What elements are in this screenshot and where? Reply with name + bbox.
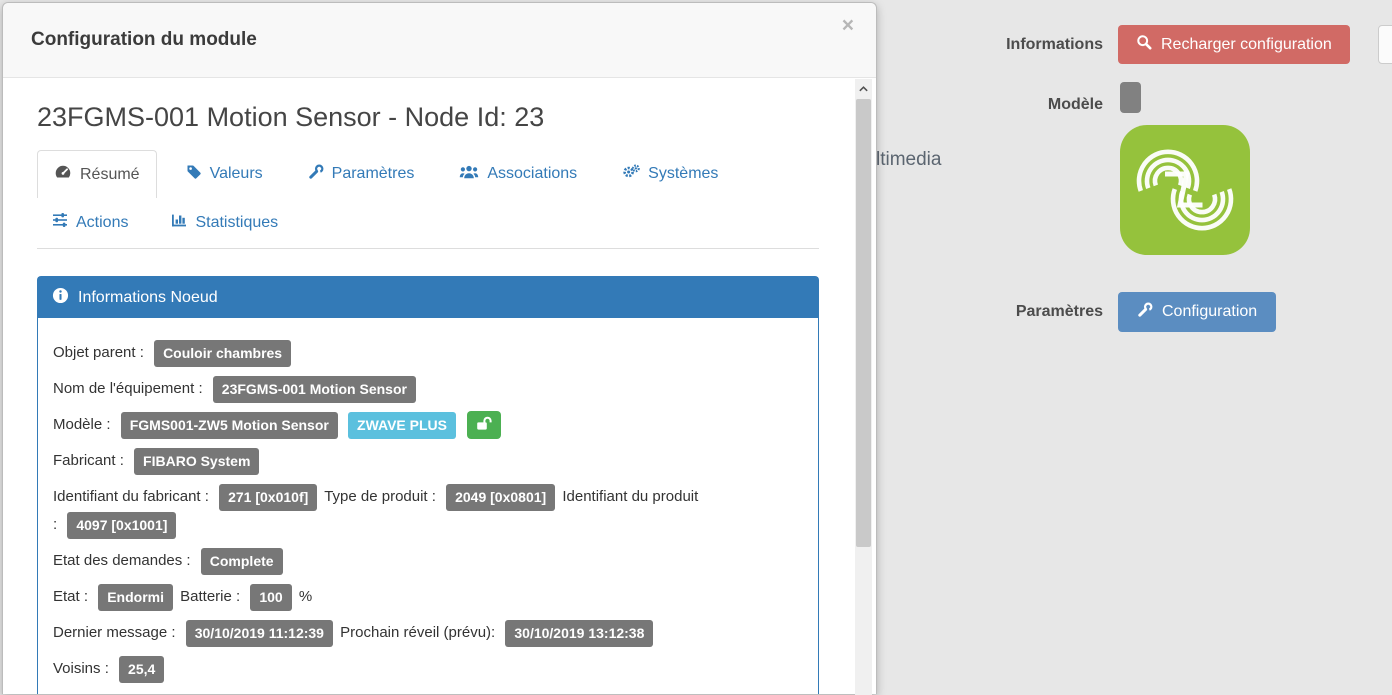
type-produit-label: Type de produit : (324, 488, 436, 506)
dialog-header: Configuration du module × (3, 3, 876, 78)
tab-bar: Résumé Valeurs Paramètres (37, 150, 819, 249)
row-messages: Dernier message : 30/10/2019 11:12:39 Pr… (53, 619, 803, 647)
tab-parametres[interactable]: Paramètres (292, 150, 431, 198)
wrench-icon (1137, 302, 1153, 323)
fabricant-badge: FIBARO System (134, 447, 260, 475)
informations-label: Informations (1006, 36, 1103, 53)
tab-associations[interactable]: Associations (443, 150, 593, 198)
row-etat-demandes: Etat des demandes : Complete (53, 547, 803, 575)
etat-badge: Endormi (98, 583, 173, 611)
row-nom-equipement: Nom de l'équipement : 23FGMS-001 Motion … (53, 375, 803, 403)
close-icon[interactable]: × (841, 14, 854, 37)
tab-row-1: Résumé Valeurs Paramètres (37, 150, 819, 198)
chevron-up-icon (858, 80, 869, 98)
tab-resume-label: Résumé (80, 165, 140, 183)
users-icon (459, 164, 479, 185)
identifiant-fabricant-label: Identifiant du fabricant : (53, 488, 209, 506)
identifiant-produit-badge: 4097 [0x1001] (67, 511, 177, 539)
model-placeholder-badge (1120, 82, 1141, 113)
tab-actions-label: Actions (76, 213, 129, 231)
voisins-badge: 25,4 (119, 655, 165, 683)
scrollbar-thumb[interactable] (856, 99, 871, 547)
objet-parent-badge: Couloir chambres (154, 339, 292, 367)
prochain-reveil-badge: 30/10/2019 13:12:38 (505, 619, 654, 647)
modele-row-label: Modèle : (53, 416, 111, 433)
zwave-plus-badge: ZWAVE PLUS (348, 411, 456, 439)
tab-valeurs-label: Valeurs (209, 165, 263, 182)
etat-label: Etat : (53, 588, 89, 606)
row-fabricant: Fabricant : FIBARO System (53, 447, 803, 475)
row-modele: Modèle : FGMS001-ZW5 Motion Sensor ZWAVE… (53, 411, 803, 440)
search-icon (1136, 34, 1152, 55)
wrench-icon (308, 164, 324, 185)
info-circle-icon (52, 287, 69, 309)
background-partial-text: ltimedia (876, 149, 942, 170)
tab-valeurs[interactable]: Valeurs (170, 150, 279, 198)
voisins-label: Voisins : (53, 660, 109, 678)
scrollbar[interactable] (855, 79, 872, 695)
module-heading: 23FGMS-001 Motion Sensor - Node Id: 23 (37, 102, 545, 132)
nom-equipement-label: Nom de l'équipement : (53, 380, 203, 397)
identifiant-fabricant-badge: 271 [0x010f] (219, 483, 318, 511)
dialog-body: 23FGMS-001 Motion Sensor - Node Id: 23 R… (3, 78, 876, 694)
dernier-message-badge: 30/10/2019 11:12:39 (185, 619, 333, 647)
identifiant-produit-colon: : (53, 516, 58, 534)
batterie-unit: % (298, 588, 313, 606)
tag-icon (186, 164, 202, 185)
parametres-label: Paramètres (1015, 303, 1103, 320)
tab-associations-label: Associations (487, 165, 578, 182)
fabricant-label: Fabricant : (53, 452, 124, 470)
row-etat-batterie: Etat : Endormi Batterie : 100 % (53, 583, 803, 611)
node-informations-panel: Informations Noeud Objet parent : Couloi… (37, 276, 819, 694)
unlock-icon (475, 416, 493, 434)
modele-label: Modèle (1047, 96, 1103, 113)
tab-parametres-label: Paramètres (331, 165, 415, 182)
configuration-button[interactable]: Configuration (1118, 292, 1277, 332)
tab-statistiques-label: Statistiques (195, 213, 279, 231)
bar-chart-icon (171, 212, 187, 233)
tachometer-icon (54, 164, 72, 185)
tab-actions[interactable]: Actions (37, 198, 143, 248)
panel-header: Informations Noeud (38, 277, 818, 318)
recharger-configuration-label: Recharger configuration (1161, 35, 1332, 53)
batterie-badge: 100 (250, 583, 292, 611)
configuration-module-dialog: Configuration du module × 23FGMS-001 Mot… (2, 2, 877, 695)
clipped-edge-button[interactable] (1378, 25, 1392, 64)
unlock-button[interactable] (467, 411, 502, 440)
row-voisins: Voisins : 25,4 (53, 655, 803, 683)
tab-row-2: Actions Statistiques (37, 198, 819, 248)
recharger-configuration-button[interactable]: Recharger configuration (1118, 25, 1350, 64)
dernier-message-label: Dernier message : (53, 624, 176, 642)
nom-equipement-badge: 23FGMS-001 Motion Sensor (212, 375, 416, 403)
tab-statistiques[interactable]: Statistiques (156, 198, 293, 248)
etat-demandes-badge: Complete (200, 547, 283, 575)
panel-body: Objet parent : Couloir chambres Nom de l… (38, 318, 818, 694)
panel-title: Informations Noeud (78, 288, 218, 306)
zwave-logo (1120, 125, 1250, 255)
tab-systemes[interactable]: Systèmes (606, 150, 734, 198)
modele-badge: FGMS001-ZW5 Motion Sensor (120, 411, 338, 439)
batterie-label: Batterie : (180, 588, 241, 606)
type-produit-badge: 2049 [0x0801] (446, 483, 556, 511)
tab-resume[interactable]: Résumé (37, 150, 157, 198)
configuration-label: Configuration (1162, 303, 1258, 320)
sliders-icon (52, 212, 68, 233)
row-objet-parent: Objet parent : Couloir chambres (53, 339, 803, 367)
page-background: ltimedia Informations Recharger configur… (876, 0, 1392, 694)
dialog-title: Configuration du module (31, 29, 257, 50)
gears-icon (622, 164, 640, 185)
prochain-reveil-label: Prochain réveil (prévu): (340, 624, 496, 642)
scrollbar-up-button[interactable] (855, 79, 872, 98)
identifiant-produit-label: Identifiant du produit (562, 488, 699, 506)
row-identifiants: Identifiant du fabricant : 271 [0x010f] … (53, 483, 803, 539)
etat-demandes-label: Etat des demandes : (53, 552, 191, 570)
tab-systemes-label: Systèmes (648, 165, 719, 182)
objet-parent-label: Objet parent : (53, 344, 144, 361)
